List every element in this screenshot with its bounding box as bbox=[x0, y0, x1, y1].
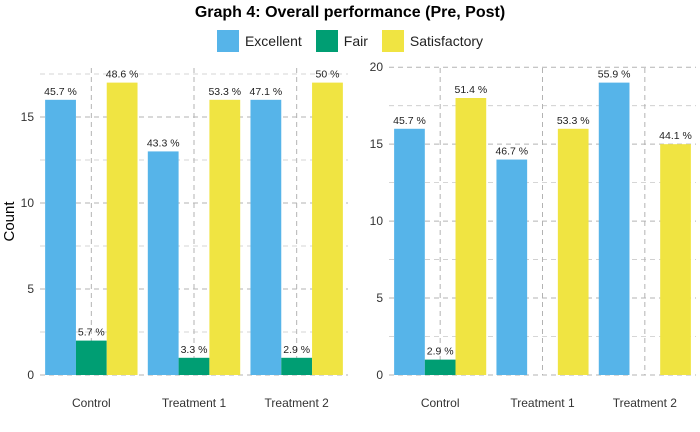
panel-pre-data-label-satisfactory-control: 48.6 % bbox=[106, 69, 139, 81]
panel-pre-data-label-satisfactory-treatment-1: 53.3 % bbox=[208, 86, 241, 98]
legend-key-fair bbox=[315, 30, 338, 52]
panel-post-ytick-label: 0 bbox=[376, 368, 383, 382]
legend-label-fair: Fair bbox=[343, 33, 368, 49]
panel-pre-xtick-label: Control bbox=[72, 396, 111, 410]
panel-pre-data-label-excellent-control: 45.7 % bbox=[44, 86, 77, 98]
panel-post-data-label-satisfactory-treatment-1: 53.3 % bbox=[557, 115, 590, 127]
legend-key-excellent bbox=[216, 30, 239, 52]
legend-label-excellent: Excellent bbox=[244, 33, 302, 49]
panel-post-ytick-label: 5 bbox=[376, 291, 383, 305]
panel-post-ytick-label: 10 bbox=[370, 214, 384, 228]
legend-item-satisfactory: Satisfactory bbox=[381, 30, 484, 52]
panel-post-data-label-fair-control: 2.9 % bbox=[427, 346, 454, 358]
panel-pre-y-axis-label: Count bbox=[1, 201, 18, 242]
panel-post-bar-satisfactory-control bbox=[455, 98, 487, 376]
legend-label-satisfactory: Satisfactory bbox=[409, 33, 484, 49]
panel-pre-bar-excellent-treatment-2 bbox=[250, 99, 282, 375]
panel-post-data-label-excellent-treatment-1: 46.7 % bbox=[495, 146, 528, 158]
panel-pre-ytick-label: 15 bbox=[21, 110, 35, 124]
panel-pre-data-label-fair-treatment-2: 2.9 % bbox=[283, 344, 310, 356]
panel-post-data-label-satisfactory-control: 51.4 % bbox=[455, 84, 488, 96]
legend-key-satisfactory bbox=[381, 30, 404, 52]
panel-pre-data-label-fair-treatment-1: 3.3 % bbox=[181, 344, 208, 356]
panel-pre-data-label-satisfactory-treatment-2: 50 % bbox=[315, 69, 339, 81]
panel-pre-xtick-label: Treatment 1 bbox=[162, 396, 227, 410]
panel-pre-data-label-excellent-treatment-1: 43.3 % bbox=[147, 137, 180, 149]
panel-pre-bar-satisfactory-treatment-1 bbox=[209, 99, 241, 375]
panel-pre-bar-excellent-control bbox=[45, 99, 76, 375]
legend-item-fair: Fair bbox=[315, 30, 368, 52]
panel-pre-bar-satisfactory-control bbox=[106, 82, 138, 375]
panel-post-bar-excellent-treatment-1 bbox=[496, 159, 528, 375]
panel-pre-bar-excellent-treatment-1 bbox=[147, 151, 179, 375]
panel-pre-xtick-label: Treatment 2 bbox=[265, 396, 330, 410]
panel-pre-bar-fair-control bbox=[75, 340, 107, 375]
panel-pre-bar-fair-treatment-1 bbox=[178, 357, 210, 375]
panel-post-data-label-excellent-control: 45.7 % bbox=[393, 115, 426, 127]
panel-post-bar-excellent-control bbox=[394, 128, 425, 375]
panel-pre-ytick-label: 5 bbox=[27, 282, 34, 296]
chart-title: Graph 4: Overall performance (Pre, Post) bbox=[194, 4, 506, 21]
panel-post-xtick-label: Treatment 1 bbox=[510, 396, 575, 410]
panel-post-data-label-excellent-treatment-2: 55.9 % bbox=[598, 69, 631, 81]
panel-post-data-label-satisfactory-treatment-2: 44.1 % bbox=[659, 130, 692, 142]
panel-pre-ytick-label: 10 bbox=[21, 196, 35, 210]
panel-pre-bar-fair-treatment-2 bbox=[281, 357, 313, 375]
panel-pre-bar-satisfactory-treatment-2 bbox=[312, 82, 343, 375]
panel-post-bar-excellent-treatment-2 bbox=[598, 82, 630, 375]
panel-post-bar-satisfactory-treatment-2 bbox=[660, 144, 691, 375]
panel-post-ytick-label: 20 bbox=[370, 60, 384, 74]
panel-post-xtick-label: Treatment 2 bbox=[613, 396, 678, 410]
panel-pre-data-label-excellent-treatment-2: 47.1 % bbox=[250, 86, 283, 98]
panel-post-bar-fair-control bbox=[424, 359, 456, 375]
legend: Excellent Fair Satisfactory bbox=[0, 30, 700, 52]
panel-post-bar-satisfactory-treatment-1 bbox=[557, 128, 589, 375]
legend-item-excellent: Excellent bbox=[216, 30, 302, 52]
panel-pre-ytick-label: 0 bbox=[27, 368, 34, 382]
panel-post-xtick-label: Control bbox=[421, 396, 460, 410]
panel-post-ytick-label: 15 bbox=[370, 137, 384, 151]
panel-pre-data-label-fair-control: 5.7 % bbox=[78, 327, 105, 339]
